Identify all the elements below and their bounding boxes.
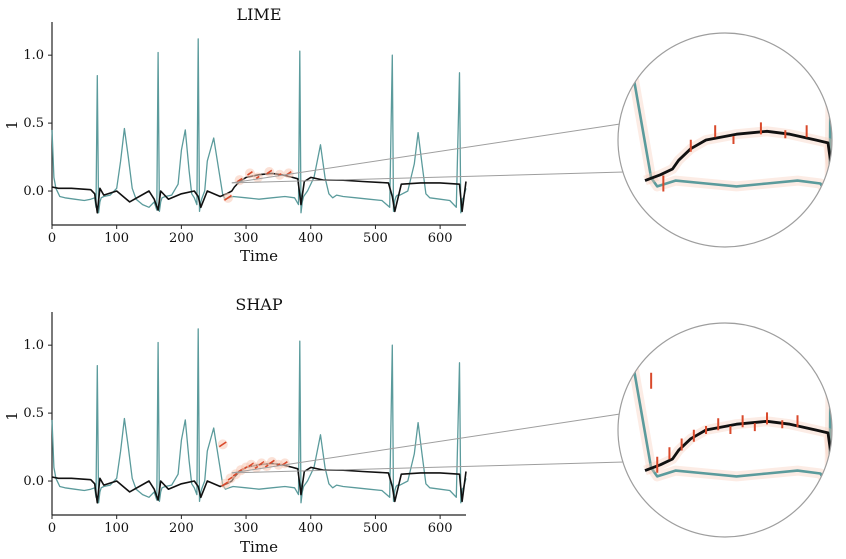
lime-x-tick-label: 200 bbox=[169, 231, 194, 246]
lime-zoom-ecg-line bbox=[628, 33, 832, 217]
shap-attribution-mark bbox=[258, 461, 265, 466]
shap-attribution-mark bbox=[281, 461, 288, 466]
lime-x-tick-label: 300 bbox=[234, 231, 259, 246]
shap-x-tick-label: 600 bbox=[428, 521, 453, 536]
shap-zoom-ecg-line bbox=[628, 323, 832, 507]
lime-zoom-content bbox=[618, 33, 832, 247]
lime-chart-title: LIME bbox=[236, 5, 281, 24]
lime-zoom-inset bbox=[231, 32, 833, 248]
lime-ecg-series-line bbox=[51, 38, 467, 214]
shap-zoom-reference-line bbox=[644, 419, 832, 490]
shap-y-axis-label: 1 bbox=[3, 411, 21, 421]
shap-attribution-mark bbox=[248, 462, 255, 468]
lime-attribution-mark bbox=[255, 175, 260, 180]
lime-attribution-mark bbox=[266, 169, 273, 175]
shap-plot-area bbox=[51, 328, 467, 504]
lime-x-tick-label: 600 bbox=[428, 231, 453, 246]
shap-zoom-background bbox=[618, 323, 832, 537]
shap-attribution-mark bbox=[264, 464, 269, 468]
shap-attribution-mark bbox=[276, 463, 281, 467]
lime-zoom-connector bbox=[231, 123, 621, 184]
lime-y-tick-label: 0.0 bbox=[23, 184, 44, 199]
lime-y-tick-label: 1.0 bbox=[23, 48, 44, 63]
shap-attribution-mark bbox=[218, 441, 227, 448]
lime-x-tick-label: 500 bbox=[363, 231, 388, 246]
lime-y-tick-label: 0.5 bbox=[23, 116, 44, 131]
lime-zoom-circle bbox=[617, 32, 833, 248]
shap-zoom-circle bbox=[617, 322, 833, 538]
shap-x-axis-label: Time bbox=[240, 538, 278, 556]
lime-axes: 0 100 200 300 400 500 600 0.0 0.5 1.0 bbox=[23, 22, 466, 246]
lime-panel: LIME 1 Time 0 100 200 300 400 500 600 0.0 0.5 1.0 bbox=[3, 5, 833, 265]
shap-x-tick-label: 500 bbox=[363, 521, 388, 536]
shap-attribution-mark bbox=[254, 465, 259, 470]
shap-ecg-series-line bbox=[51, 328, 467, 504]
lime-x-axis-label: Time bbox=[240, 247, 278, 265]
shap-chart-title: SHAP bbox=[235, 295, 282, 314]
lime-y-axis-label: 1 bbox=[3, 120, 21, 130]
shap-y-tick-label: 1.0 bbox=[23, 338, 44, 353]
shap-x-tick-label: 100 bbox=[104, 521, 129, 536]
shap-panel: SHAP 1 Time 0 100 200 300 400 500 600 0.0 0.5 1.0 bbox=[3, 295, 833, 556]
lime-attribution-mark bbox=[246, 171, 253, 176]
lime-zoom-connector bbox=[231, 171, 625, 184]
lime-x-tick-label: 100 bbox=[104, 231, 129, 246]
lime-zoom-reference-line bbox=[644, 129, 832, 200]
shap-x-tick-label: 400 bbox=[298, 521, 323, 536]
shap-axes: 0 100 200 300 400 500 600 0.0 0.5 1.0 bbox=[23, 312, 466, 536]
shap-y-tick-label: 0.5 bbox=[23, 406, 44, 421]
shap-zoom-connector bbox=[231, 461, 625, 474]
lime-attribution-mark bbox=[236, 177, 243, 183]
lime-x-tick-label: 400 bbox=[298, 231, 323, 246]
shap-attribution-mark bbox=[268, 459, 275, 465]
lime-zoom-background bbox=[618, 33, 832, 247]
shap-x-tick-label: 0 bbox=[48, 521, 56, 536]
lime-reference-series-line bbox=[51, 172, 467, 214]
lime-x-tick-label: 0 bbox=[48, 231, 56, 246]
shap-y-tick-label: 0.0 bbox=[23, 474, 44, 489]
shap-zoom-content bbox=[618, 323, 832, 537]
shap-x-tick-label: 300 bbox=[234, 521, 259, 536]
shap-x-tick-label: 200 bbox=[169, 521, 194, 536]
shap-zoom-inset bbox=[231, 322, 833, 538]
lime-plot-area bbox=[51, 38, 467, 214]
shap-zoom-connector bbox=[231, 413, 621, 474]
lime-attribution-mark bbox=[224, 194, 232, 201]
